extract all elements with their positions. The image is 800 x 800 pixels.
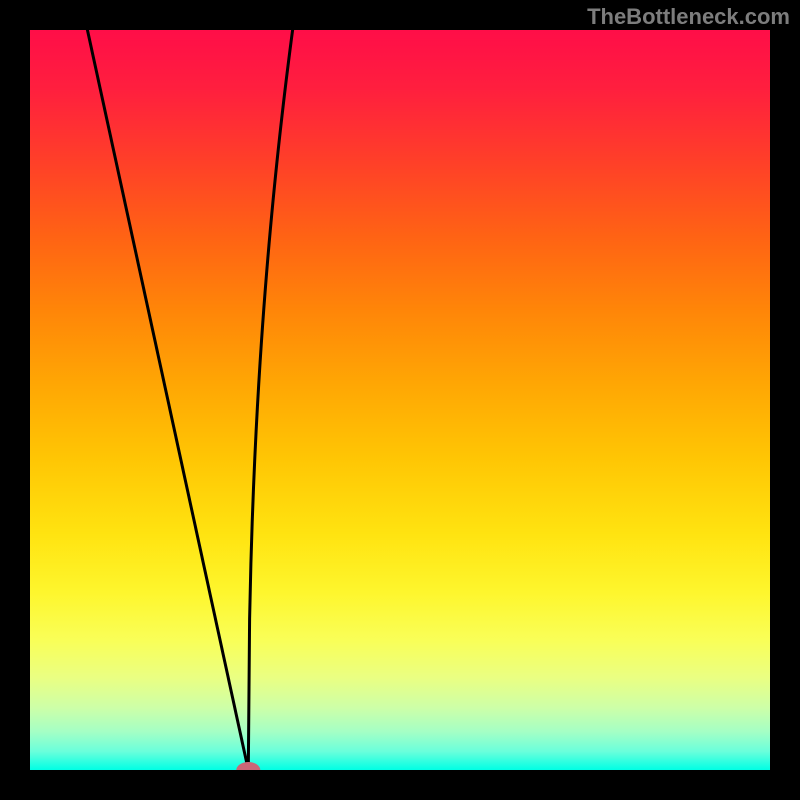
watermark-text: TheBottleneck.com bbox=[587, 4, 790, 30]
chart-container: TheBottleneck.com bbox=[0, 0, 800, 800]
plot-area bbox=[30, 30, 770, 770]
gradient-background bbox=[30, 30, 770, 770]
